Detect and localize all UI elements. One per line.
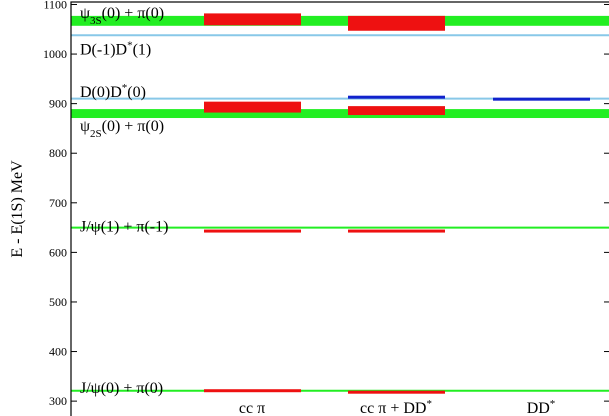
y-tick-label: 900: [49, 97, 67, 111]
y-tick-label: 700: [49, 196, 67, 210]
y-tick-label: 400: [49, 345, 67, 359]
category-label-dd: DD*: [527, 398, 556, 416]
threshold-band-psi3s-pi: [71, 15, 609, 26]
y-tick-label: 800: [49, 146, 67, 160]
category-labels: cc π cc π + DD* DD*: [239, 398, 555, 416]
y-axis: 300 400 500 600 700 800 900 1000 1100: [43, 0, 609, 408]
category-label-cc_pi_dd: cc π + DD*: [360, 398, 432, 416]
threshold-label-jpsi1-pi-m1: J/ψ(1) + π(-1): [80, 219, 168, 236]
category-label-cc_pi: cc π: [239, 400, 265, 416]
y-axis-title: E - E(1S) MeV: [9, 160, 26, 258]
threshold-label-jpsi0-pi0: J/ψ(0) + π(0): [80, 380, 163, 397]
threshold-lines: [71, 15, 609, 392]
energy-level-cc_pi_dd-8: [348, 390, 445, 394]
energy-level-cc_pi-0: [204, 13, 301, 26]
plot-frame: [70, 1, 609, 416]
energy-level-cc_pi-2: [204, 229, 301, 233]
energy-level-cc_pi-3: [204, 389, 301, 393]
energy-level-cc_pi_dd-4: [348, 15, 445, 31]
energy-level-cc_pi_dd-6: [348, 106, 445, 116]
threshold-labels: ψ3S(0) + π(0) D(-1)D*(1) D(0)D*(0) ψ2S(0) +…: [80, 5, 168, 397]
threshold-label-d-m1-dstar-1: D(-1)D*(1): [80, 40, 151, 59]
y-tick-label: 1100: [43, 0, 67, 11]
energy-level-cc_pi-1: [204, 101, 301, 113]
threshold-label-psi2s-pi: ψ2S(0) + π(0): [80, 118, 164, 140]
energy-level-cc_pi_dd-7: [348, 229, 445, 233]
threshold-band-psi2s-pi: [71, 109, 609, 119]
threshold-label-psi3s-pi: ψ3S(0) + π(0): [80, 5, 164, 27]
energy-level-cc_pi_dd-5: [348, 95, 445, 99]
y-tick-label: 300: [49, 394, 67, 408]
energy-levels: [204, 13, 590, 394]
threshold-label-d0-dstar0: D(0)D*(0): [80, 82, 146, 101]
y-tick-label: 1000: [43, 47, 67, 61]
y-tick-label: 500: [49, 295, 67, 309]
energy-level-dd-9: [493, 97, 590, 101]
y-tick-label: 600: [49, 245, 67, 259]
